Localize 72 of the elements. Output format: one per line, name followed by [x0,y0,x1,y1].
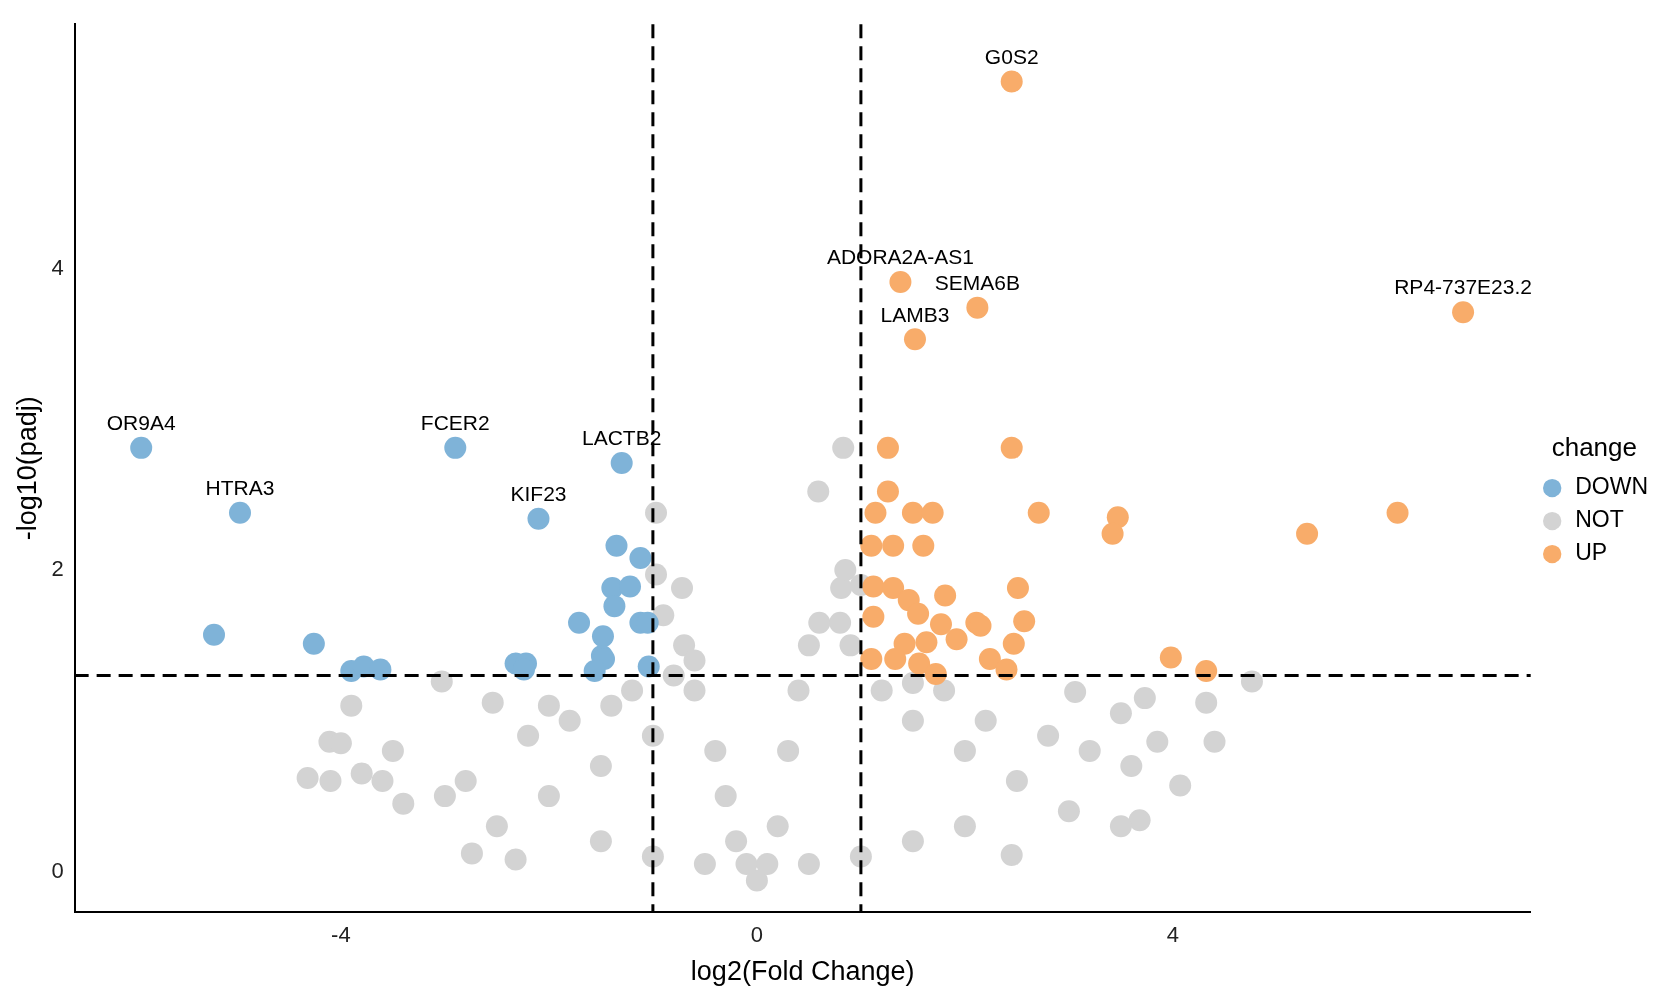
point [862,575,885,598]
x-tick-label: 4 [1166,922,1180,948]
y-axis-title: -log10(padj) [11,396,42,541]
point [1386,501,1409,524]
point [945,628,968,651]
x-axis-title: log2(Fold Change) [690,956,915,987]
x-tick-label: 0 [750,922,764,948]
legend-label: DOWN [1575,473,1649,500]
point [1027,501,1050,524]
point [605,534,628,557]
point [610,451,633,474]
annotation: FCER2 [420,411,490,435]
point [915,631,938,654]
point [901,501,924,524]
point [862,605,885,628]
y-tick-label: 0 [51,857,64,883]
point [229,501,251,524]
point [1101,522,1124,545]
annotation: RP4-737E23.2 [1394,275,1532,299]
point [1000,436,1023,459]
point [591,625,614,648]
point [568,611,591,634]
point [978,647,1001,670]
point [907,602,930,625]
point [889,271,912,294]
point [1006,577,1029,600]
point [1159,646,1182,669]
point [884,647,907,670]
y-tick-label: 2 [51,556,64,582]
legend-title: change [1551,431,1637,462]
point [860,647,883,670]
point [444,436,467,459]
point [583,659,606,682]
point [1013,610,1036,633]
annotation: ADORA2A-AS1 [826,245,974,269]
point [1002,632,1025,655]
point [1000,70,1023,93]
annotation: HTRA3 [205,475,275,499]
point [921,501,944,524]
point [369,658,392,681]
annotation: OR9A4 [106,411,176,435]
annotation: G0S2 [984,44,1039,68]
point [929,613,952,636]
point [527,507,550,530]
point [1452,301,1475,324]
y-tick-label: 4 [51,254,64,280]
legend-label: UP [1575,539,1608,566]
point [876,480,899,503]
annotation: SEMA6B [934,270,1020,294]
point [908,652,931,675]
annotation: KIF23 [510,482,567,505]
point [864,501,887,524]
annotation: LACTB2 [582,426,662,450]
x-tick-label: -4 [331,922,351,948]
point [876,436,899,459]
point [603,595,626,618]
point [912,534,935,557]
point [302,632,325,655]
point [903,328,926,351]
point [203,623,225,646]
point [130,436,153,459]
point [619,575,642,598]
point [893,632,916,655]
point [1296,522,1319,545]
point [629,546,652,569]
legend-label: NOT [1575,506,1624,533]
point [934,584,957,607]
point [882,534,905,557]
point [966,296,989,319]
point [882,577,905,600]
point [860,534,883,557]
annotation: LAMB3 [880,302,950,326]
